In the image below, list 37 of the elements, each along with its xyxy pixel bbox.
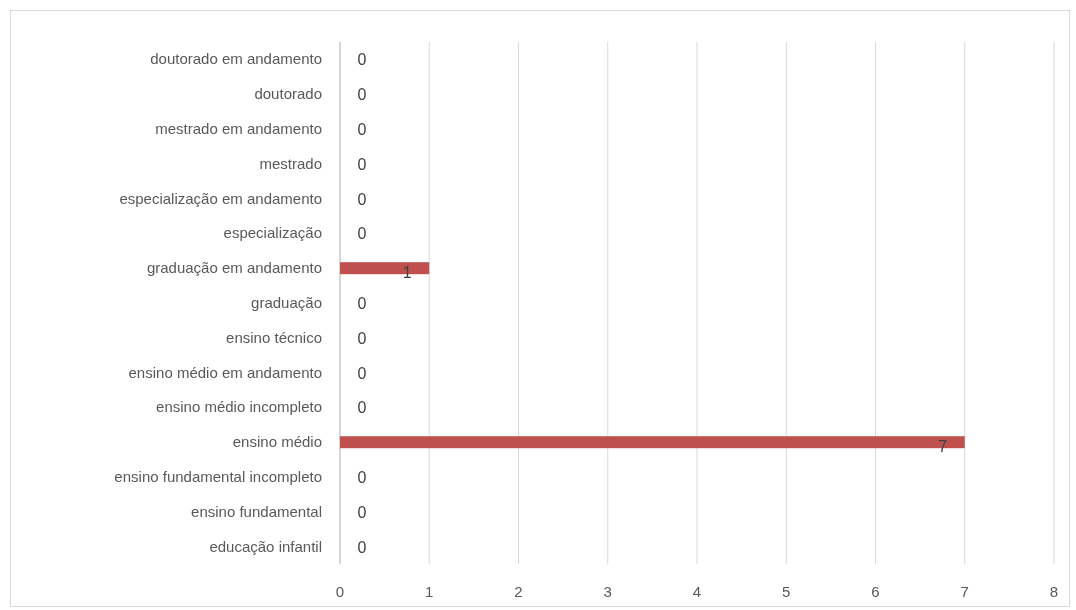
data-label: 0 (357, 469, 367, 486)
x-tick-label: 3 (603, 583, 612, 600)
x-tick-label: 5 (782, 583, 791, 600)
y-tick-label: graduação (251, 294, 322, 311)
y-tick-label: especialização em andamento (119, 189, 322, 207)
x-tick-label: 1 (425, 583, 434, 600)
y-tick-label: educação infantil (209, 537, 322, 555)
data-label: 0 (357, 51, 367, 69)
x-tick-label: 4 (692, 583, 702, 600)
y-tick-label: doutorado (254, 85, 322, 103)
y-tick-label: ensino fundamental incompleto (114, 468, 322, 485)
data-label: 0 (357, 329, 367, 347)
y-tick-label: graduação em andamento (146, 259, 322, 277)
data-label: 0 (357, 190, 367, 208)
data-label: 0 (357, 295, 367, 312)
data-label: 0 (357, 155, 367, 173)
y-tick-label: ensino fundamental (191, 502, 322, 520)
data-label: 0 (357, 399, 367, 417)
data-label: 0 (357, 364, 367, 382)
y-tick-label: ensino médio (232, 433, 322, 451)
data-label: 0 (357, 86, 367, 104)
x-tick-label: 0 (335, 583, 345, 600)
y-tick-label: mestrado (259, 154, 322, 172)
y-tick-label: ensino médio em andamento (128, 363, 322, 381)
x-tick-label: 8 (1049, 583, 1059, 600)
y-tick-label: mestrado em andamento (155, 120, 322, 137)
y-tick-label: especialização (223, 224, 322, 242)
data-label: 0 (357, 225, 367, 243)
data-label: 0 (357, 503, 367, 521)
y-tick-label: doutorado em andamento (150, 50, 322, 68)
y-tick-label: ensino técnico (226, 328, 322, 346)
data-label: 0 (357, 121, 367, 138)
x-tick-label: 7 (960, 583, 969, 600)
x-tick-label: 6 (871, 583, 880, 600)
y-tick-label: ensino médio incompleto (156, 398, 322, 416)
x-tick-label: 2 (514, 583, 523, 600)
data-label: 0 (357, 538, 367, 556)
